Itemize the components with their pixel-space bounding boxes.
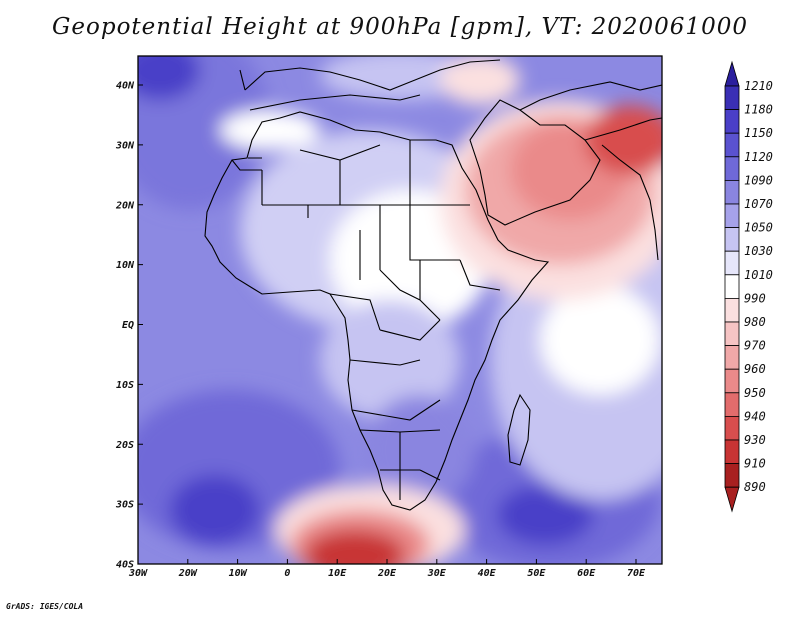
y-tick-label: 40S <box>116 560 134 571</box>
x-tick-label: 20E <box>377 568 397 579</box>
y-tick-label: 20S <box>115 440 134 451</box>
colorbar-label: 890 <box>744 480 766 494</box>
colorbar-label: 960 <box>744 362 766 376</box>
y-tick-label: 10N <box>116 260 135 271</box>
colorbar-segment <box>724 345 740 370</box>
colorbar: 1210 1180 1150 1120 1090 1070 1050 1030 1010 990 9… <box>724 60 773 513</box>
y-tick-label: 20N <box>115 200 135 211</box>
map-frame <box>137 55 663 565</box>
y-tick-label: 30S <box>115 500 134 511</box>
map-title: Geopotential Height at 900hPa [gpm], VT:… <box>52 14 748 40</box>
y-tick-label: 40N <box>116 81 135 92</box>
colorbar-label: 1210 <box>744 79 773 93</box>
colorbar-segment <box>724 250 740 276</box>
colorbar-segment <box>724 203 740 229</box>
colorbar-segment <box>724 156 740 181</box>
x-tick-label: 10E <box>328 568 347 579</box>
colorbar-label: 1070 <box>744 197 773 211</box>
y-axis-ticks: 40N 30N 20N 10N EQ 10S 20S 30S 40S <box>115 81 143 571</box>
colorbar-segment <box>724 439 740 465</box>
colorbar-segment <box>724 368 740 394</box>
colorbar-segment <box>724 85 740 111</box>
colorbar-segment <box>724 109 740 134</box>
y-tick-label: 30N <box>115 140 135 151</box>
colorbar-label: 910 <box>744 457 766 471</box>
y-tick-label: EQ <box>122 320 134 331</box>
colorbar-segment <box>724 297 740 323</box>
x-tick-label: 10W <box>229 568 248 579</box>
x-axis-ticks: 30W 20W 10W 0 10E 20E 30E 40E 50E 60E 70E <box>128 559 646 579</box>
colorbar-label: 1050 <box>744 221 773 235</box>
colorbar-label: 990 <box>744 291 766 305</box>
x-tick-label: 70E <box>627 568 646 579</box>
x-tick-label: 30E <box>427 568 447 579</box>
colorbar-label: 1180 <box>744 103 773 117</box>
x-tick-label: 0 <box>284 568 290 579</box>
colorbar-segment <box>724 392 740 417</box>
x-tick-label: 40E <box>478 568 497 579</box>
x-tick-label: 60E <box>577 568 596 579</box>
colorbar-segment <box>724 274 740 299</box>
colorbar-label: 1120 <box>744 150 773 164</box>
x-tick-label: 30W <box>128 568 148 579</box>
credit-text: GrADS: IGES/COLA <box>6 602 84 611</box>
x-tick-label: 50E <box>527 568 546 579</box>
colorbar-segment <box>724 227 740 252</box>
colorbar-segment <box>724 321 740 347</box>
colorbar-max-triangle <box>724 60 740 87</box>
colorbar-label: 1010 <box>744 268 773 282</box>
colorbar-segment <box>724 132 740 158</box>
colorbar-label: 980 <box>744 315 766 329</box>
colorbar-segment <box>724 415 740 441</box>
colorbar-segment <box>724 179 740 205</box>
y-tick-label: 10S <box>116 380 134 391</box>
colorbar-min-triangle <box>724 486 740 513</box>
colorbar-label: 930 <box>744 433 766 447</box>
colorbar-label: 1030 <box>744 244 773 258</box>
x-tick-label: 20W <box>178 568 198 579</box>
colorbar-label: 970 <box>744 339 766 353</box>
colorbar-segment <box>724 463 740 488</box>
colorbar-label: 1150 <box>744 126 773 140</box>
geopotential-field <box>138 56 662 564</box>
colorbar-label: 1090 <box>744 173 773 187</box>
colorbar-label: 940 <box>744 409 766 423</box>
colorbar-label: 950 <box>744 386 766 400</box>
